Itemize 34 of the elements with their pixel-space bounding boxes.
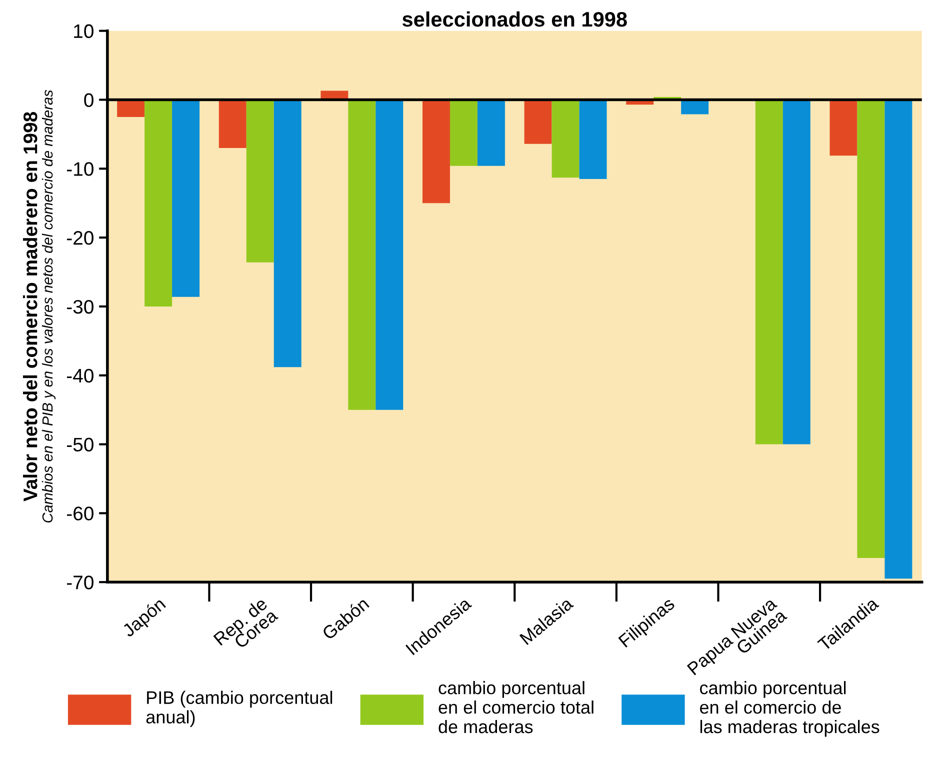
bar: [579, 100, 607, 179]
bar: [172, 100, 200, 297]
bar: [830, 100, 858, 156]
y-tick-label: -50: [66, 438, 94, 452]
bar: [857, 100, 885, 558]
bar: [755, 100, 783, 444]
legend-label: cambio porcentual en el comercio de las maderas tropicales: [700, 681, 880, 737]
bar: [144, 100, 172, 306]
bar: [524, 100, 552, 144]
bar: [348, 100, 376, 410]
bar: [782, 100, 810, 444]
bar: [274, 100, 302, 368]
y-tick-label: -70: [66, 576, 94, 590]
legend-label: cambio porcentual en el comercio total de maderas: [438, 681, 594, 734]
y-tick-label: -60: [66, 506, 94, 520]
text: Cambios en el PIB y en los valores netos del comercio de maderas: [42, 90, 56, 522]
bar: [422, 100, 450, 204]
legend-label: PIB (cambio porcentual anual): [146, 690, 332, 728]
bar: [477, 100, 505, 166]
bar: [246, 100, 274, 262]
bar: [117, 100, 145, 117]
bar: [450, 100, 478, 166]
bar: [884, 100, 912, 579]
y-tick-label: 10: [74, 24, 94, 38]
bar: [552, 100, 580, 178]
y-tick-label: -20: [66, 231, 94, 245]
y-tick-label: -30: [66, 300, 94, 314]
y-tick-label: -10: [66, 162, 94, 176]
bar: [218, 100, 246, 148]
chart-title: seleccionados en 1998: [402, 11, 627, 27]
y-tick-label: 0: [84, 93, 94, 107]
y-tick-label: -40: [66, 368, 94, 383]
y-axis-title: Valor neto del comercio maderero en 1998: [22, 112, 38, 502]
bar: [376, 100, 404, 410]
